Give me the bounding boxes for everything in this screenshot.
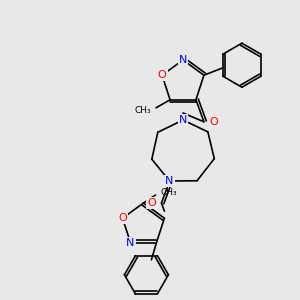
Text: CH₃: CH₃ <box>134 106 151 115</box>
Text: O: O <box>147 198 156 208</box>
Text: N: N <box>179 55 187 65</box>
Text: CH₃: CH₃ <box>160 188 177 196</box>
Text: O: O <box>158 70 167 80</box>
Text: N: N <box>165 176 174 186</box>
Text: N: N <box>126 238 135 248</box>
Text: N: N <box>179 115 187 125</box>
Text: O: O <box>210 117 218 127</box>
Text: O: O <box>118 213 127 223</box>
